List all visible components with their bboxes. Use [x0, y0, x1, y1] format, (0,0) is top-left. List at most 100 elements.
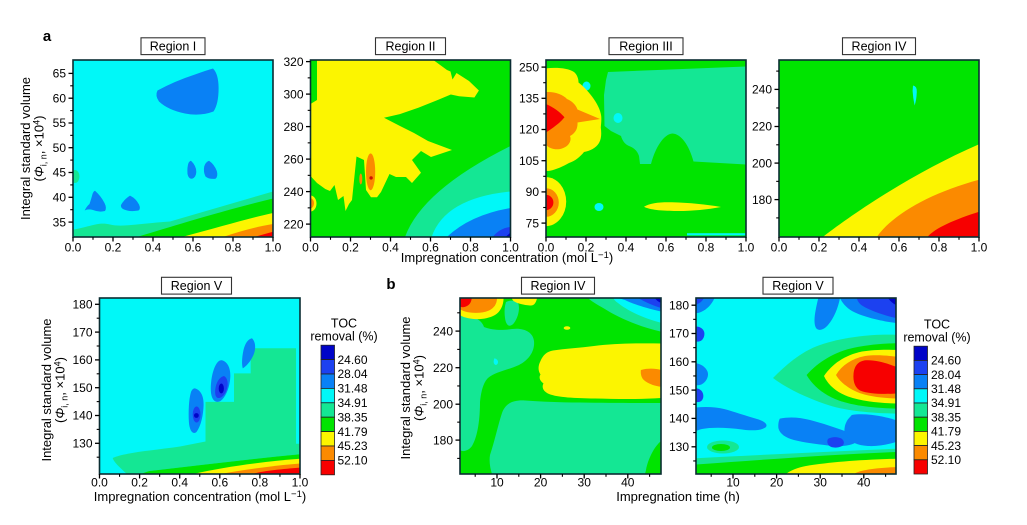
svg-text:Region II: Region II	[385, 40, 435, 54]
svg-text:200: 200	[433, 397, 453, 411]
svg-text:60: 60	[53, 91, 67, 105]
svg-text:260: 260	[283, 152, 303, 166]
svg-text:0.0: 0.0	[771, 241, 788, 255]
svg-text:160: 160	[72, 353, 92, 367]
svg-text:0.0: 0.0	[538, 241, 555, 255]
svg-text:28.04: 28.04	[931, 368, 961, 382]
svg-text:0.4: 0.4	[145, 241, 162, 255]
svg-text:0.0: 0.0	[65, 241, 82, 255]
svg-text:180: 180	[752, 193, 772, 207]
svg-text:24.60: 24.60	[931, 354, 961, 368]
svg-text:130: 130	[669, 440, 689, 454]
svg-text:removal (%): removal (%)	[903, 331, 970, 345]
svg-text:240: 240	[283, 185, 303, 199]
svg-text:135: 135	[519, 92, 539, 106]
svg-text:40: 40	[857, 476, 871, 490]
svg-text:50: 50	[53, 141, 67, 155]
svg-text:90: 90	[526, 185, 540, 199]
svg-text:0.6: 0.6	[185, 241, 202, 255]
svg-text:0.2: 0.2	[131, 476, 148, 490]
svg-text:140: 140	[72, 409, 92, 423]
svg-text:34.91: 34.91	[931, 396, 961, 410]
svg-text:0.4: 0.4	[851, 241, 868, 255]
svg-text:38.35: 38.35	[338, 410, 368, 424]
svg-text:160: 160	[669, 355, 689, 369]
svg-text:1.0: 1.0	[265, 241, 282, 255]
svg-text:180: 180	[72, 298, 92, 312]
svg-text:0.0: 0.0	[302, 241, 319, 255]
svg-text:TOC: TOC	[331, 317, 357, 331]
svg-text:0.8: 0.8	[462, 241, 479, 255]
svg-text:Impregnation concentration (mo: Impregnation concentration (mol L−1)	[94, 489, 306, 504]
svg-text:10: 10	[490, 476, 504, 490]
svg-text:52.10: 52.10	[931, 453, 961, 467]
svg-text:TOC: TOC	[924, 318, 950, 332]
svg-text:0.8: 0.8	[698, 241, 715, 255]
svg-text:180: 180	[669, 298, 689, 312]
svg-text:320: 320	[283, 55, 303, 69]
svg-text:31.48: 31.48	[931, 382, 961, 396]
svg-text:0.6: 0.6	[891, 241, 908, 255]
svg-text:0.8: 0.8	[252, 476, 269, 490]
svg-text:170: 170	[72, 325, 92, 339]
svg-text:Integral standard volume: Integral standard volume	[18, 77, 33, 220]
svg-text:45.23: 45.23	[931, 439, 961, 453]
svg-text:150: 150	[669, 383, 689, 397]
svg-text:150: 150	[72, 381, 92, 395]
svg-text:0.2: 0.2	[578, 241, 595, 255]
svg-text:0.6: 0.6	[211, 476, 228, 490]
svg-text:38.35: 38.35	[931, 410, 961, 424]
svg-text:45.23: 45.23	[338, 439, 368, 453]
svg-text:1.0: 1.0	[738, 241, 755, 255]
svg-text:0.8: 0.8	[931, 241, 948, 255]
svg-text:120: 120	[519, 123, 539, 137]
svg-text:24.60: 24.60	[338, 353, 368, 367]
svg-text:0.6: 0.6	[658, 241, 675, 255]
svg-text:130: 130	[72, 437, 92, 451]
svg-text:180: 180	[433, 433, 453, 447]
svg-text:Integral standard volume: Integral standard volume	[39, 318, 54, 461]
svg-text:65: 65	[53, 67, 67, 81]
svg-text:30: 30	[814, 476, 828, 490]
svg-text:10: 10	[726, 476, 740, 490]
svg-text:20: 20	[770, 476, 784, 490]
svg-text:1.0: 1.0	[292, 476, 309, 490]
svg-text:75: 75	[526, 216, 540, 230]
svg-text:b: b	[386, 276, 395, 293]
svg-text:40: 40	[621, 476, 635, 490]
svg-text:1.0: 1.0	[971, 241, 988, 255]
svg-text:240: 240	[433, 324, 453, 338]
svg-text:20: 20	[534, 476, 548, 490]
svg-text:Integral standard volume: Integral standard volume	[398, 316, 413, 459]
svg-text:220: 220	[283, 217, 303, 231]
svg-text:Impregnation time (h): Impregnation time (h)	[616, 489, 740, 504]
svg-text:0.2: 0.2	[342, 241, 359, 255]
svg-text:41.79: 41.79	[931, 425, 961, 439]
svg-text:41.79: 41.79	[338, 425, 368, 439]
svg-text:Region V: Region V	[772, 279, 824, 293]
svg-text:200: 200	[752, 156, 772, 170]
svg-text:0.8: 0.8	[225, 241, 242, 255]
svg-text:Region I: Region I	[150, 40, 197, 54]
svg-text:(Φi, n, ×104): (Φi, n, ×104)	[412, 355, 429, 421]
svg-text:0.6: 0.6	[422, 241, 439, 255]
svg-text:Impregnation concentration (mo: Impregnation concentration (mol L−1)	[401, 250, 613, 265]
svg-text:300: 300	[283, 87, 303, 101]
svg-text:Region V: Region V	[171, 279, 223, 293]
svg-text:0.2: 0.2	[105, 241, 122, 255]
svg-text:220: 220	[752, 120, 772, 134]
svg-text:52.10: 52.10	[338, 454, 368, 468]
svg-text:removal (%): removal (%)	[310, 330, 377, 344]
svg-text:220: 220	[433, 361, 453, 375]
svg-text:34.91: 34.91	[338, 396, 368, 410]
svg-text:105: 105	[519, 154, 539, 168]
svg-text:45: 45	[53, 166, 67, 180]
svg-text:0.4: 0.4	[171, 476, 188, 490]
svg-text:240: 240	[752, 83, 772, 97]
svg-text:170: 170	[669, 327, 689, 341]
svg-text:55: 55	[53, 116, 67, 130]
svg-text:28.04: 28.04	[338, 367, 368, 381]
svg-text:30: 30	[578, 476, 592, 490]
svg-text:Region III: Region III	[619, 40, 673, 54]
svg-text:1.0: 1.0	[502, 241, 519, 255]
